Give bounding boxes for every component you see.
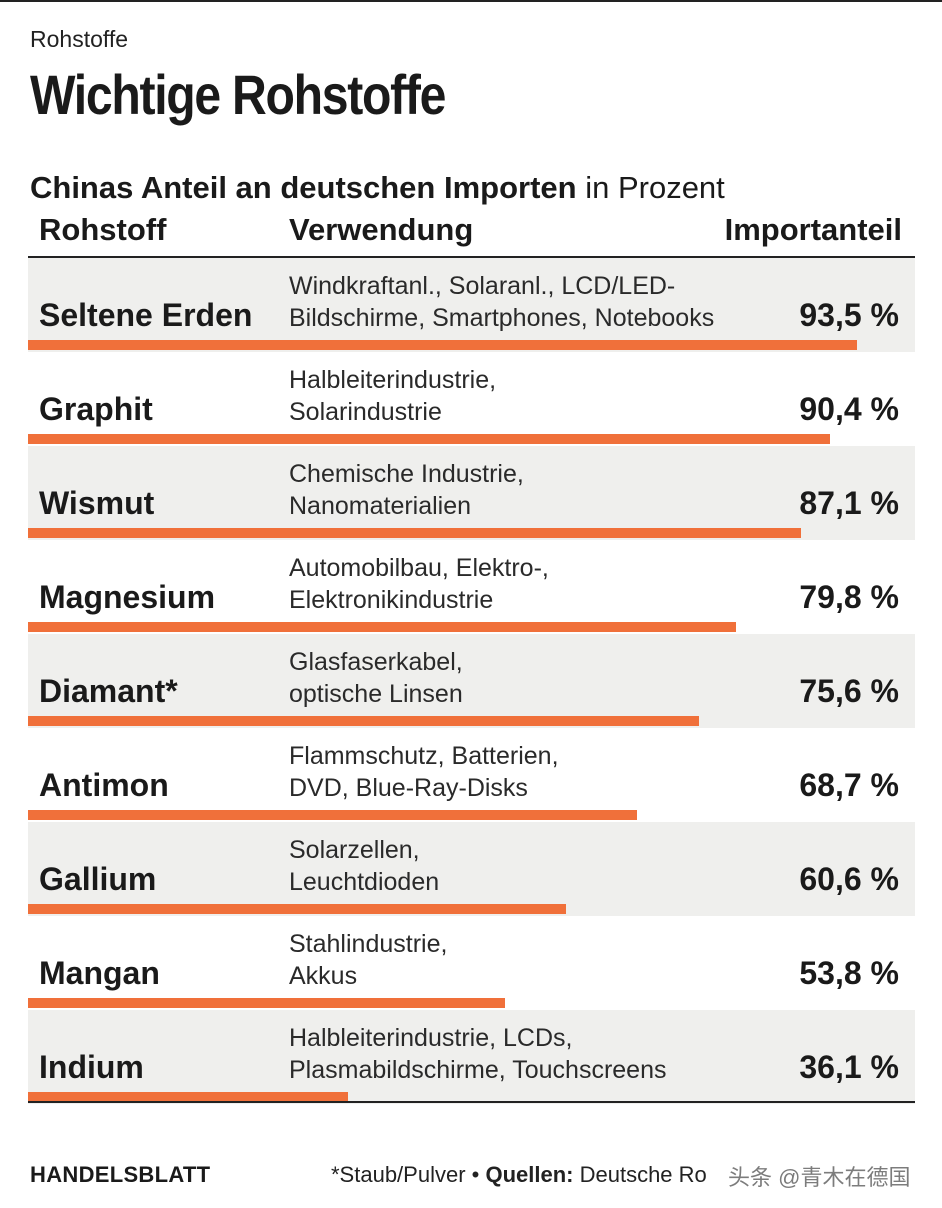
usage-text: Stahlindustrie, Akkus [289,928,447,992]
usage-line: Plasmabildschirme, Touchscreens [289,1056,667,1084]
row-background [28,1010,915,1104]
usage-text: Automobilbau, Elektro-, Elektronikindustr… [289,552,549,616]
chart-row: Gallium Solarzellen, Leuchtdioden 60,6 % [0,822,942,916]
data-label: 36,1 % [799,1049,899,1085]
usage-text: Windkraftanl., Solaranl., LCD/LED- Bildsc… [289,270,714,334]
data-label: 75,6 % [799,673,899,709]
category-label: Gallium [39,861,157,897]
footnote: *Staub/Pulver • Quellen: Deutsche Ro [331,1162,707,1188]
data-label: 53,8 % [799,955,899,991]
data-label: 68,7 % [799,767,899,803]
column-header-importanteil: Importanteil [724,212,902,247]
footnote-bullet: • [465,1162,486,1187]
bar [28,998,505,1008]
watermark: 头条 @青木在德国 [728,1165,911,1190]
kicker: Rohstoffe [30,26,129,52]
usage-line: Chemische Industrie, [289,460,524,488]
category-label: Graphit [39,391,153,427]
bar [28,528,801,538]
sources-text: Deutsche Ro [573,1162,707,1187]
header-rule [28,256,915,258]
category-label: Magnesium [39,579,216,615]
page-title: Wichtige Rohstoffe [30,63,446,126]
usage-line: Halbleiterindustrie, LCDs, [289,1024,573,1052]
chart-row: Mangan Stahlindustrie, Akkus 53,8 % [0,916,942,1010]
top-rule [0,0,942,2]
usage-text: Halbleiterindustrie, Solarindustrie [289,364,496,428]
usage-line: Elektronikindustrie [289,586,494,614]
usage-line: Flammschutz, Batterien, [289,742,559,770]
data-label: 90,4 % [799,391,899,427]
usage-line: Solarindustrie [289,398,442,426]
data-label: 93,5 % [799,297,899,333]
data-label: 60,6 % [799,861,899,897]
bar [28,904,566,914]
usage-line: Akkus [289,962,358,990]
row-background [28,258,915,352]
subtitle-bold: Chinas Anteil an deutschen Importen [30,170,577,205]
brand-logo: HANDELSBLATT [30,1162,211,1187]
bar [28,716,699,726]
sources-label: Quellen: [485,1162,574,1187]
row-background [28,916,915,1010]
usage-text: Halbleiterindustrie, LCDs, Plasmabildschi… [289,1022,666,1086]
category-label: Wismut [39,485,155,521]
usage-text: Solarzellen, Leuchtdioden [289,834,439,898]
chart-row: Seltene Erden Windkraftanl., Solaranl., L… [0,258,942,352]
usage-text: Flammschutz, Batterien, DVD, Blue-Ray-Dis… [289,740,559,804]
usage-line: DVD, Blue-Ray-Disks [289,774,528,802]
usage-line: Halbleiterindustrie, [289,366,497,394]
chart-subtitle: Chinas Anteil an deutschen Importen in P… [30,170,725,206]
category-label: Seltene Erden [39,297,253,333]
usage-text: Glasfaserkabel, optische Linsen [289,646,463,710]
column-header-rohstoff: Rohstoff [39,212,167,247]
data-label: 79,8 % [799,579,899,615]
usage-line: Solarzellen, [289,836,420,864]
row-background [28,446,915,540]
bar [28,434,830,444]
usage-line: Nanomaterialien [289,492,472,520]
chart-row: Antimon Flammschutz, Batterien, DVD, Blue-… [0,728,942,822]
bar [28,1092,348,1102]
subtitle-rest: in Prozent [576,170,725,205]
category-label: Mangan [39,955,160,991]
data-label: 87,1 % [799,485,899,521]
row-background [28,822,915,916]
chart-rows: Seltene Erden Windkraftanl., Solaranl., L… [0,258,942,1104]
usage-line: Stahlindustrie, [289,930,448,958]
column-header-verwendung: Verwendung [289,212,474,247]
usage-line: Leuchtdioden [289,868,440,896]
bar [28,810,637,820]
chart-row: Indium Halbleiterindustrie, LCDs, Plasmabi… [0,1010,942,1104]
category-label: Antimon [39,767,169,803]
chart-row: Wismut Chemische Industrie, Nanomaterialie… [0,446,942,540]
row-background [28,634,915,728]
usage-line: Windkraftanl., Solaranl., LCD/LED- [289,272,676,300]
bar [28,622,736,632]
chart-row: Diamant* Glasfaserkabel, optische Linsen 75… [0,634,942,728]
bar [28,340,857,350]
footnote-note: *Staub/Pulver [331,1162,466,1187]
usage-line: Automobilbau, Elektro-, [289,554,549,582]
usage-text: Chemische Industrie, Nanomaterialien [289,458,524,522]
category-label: Diamant* [39,673,178,709]
chart-row: Magnesium Automobilbau, Elektro-, Elektron… [0,540,942,634]
usage-line: Bildschirme, Smartphones, Notebooks [289,304,715,332]
bottom-rule [28,1101,915,1103]
usage-line: Glasfaserkabel, [289,648,463,676]
usage-line: optische Linsen [289,680,463,708]
chart-row: Graphit Halbleiterindustrie, Solarindustri… [0,352,942,446]
category-label: Indium [39,1049,144,1085]
